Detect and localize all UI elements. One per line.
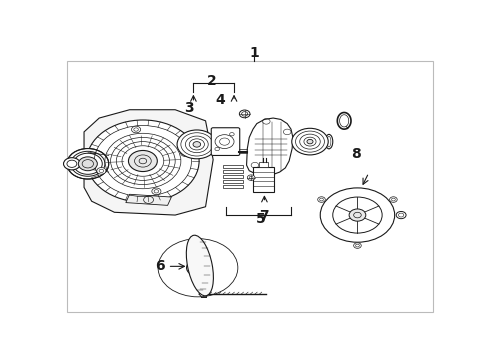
Circle shape bbox=[177, 130, 217, 159]
Circle shape bbox=[318, 197, 325, 202]
Text: 7: 7 bbox=[260, 210, 269, 224]
Circle shape bbox=[175, 251, 220, 284]
Text: 3: 3 bbox=[184, 102, 193, 115]
Circle shape bbox=[396, 211, 406, 219]
Polygon shape bbox=[246, 118, 293, 175]
Circle shape bbox=[128, 150, 157, 172]
Circle shape bbox=[166, 244, 230, 291]
Bar bbox=[223, 170, 243, 173]
Circle shape bbox=[292, 128, 328, 155]
Circle shape bbox=[87, 120, 199, 202]
Circle shape bbox=[170, 247, 226, 288]
Circle shape bbox=[307, 139, 313, 144]
Circle shape bbox=[349, 209, 366, 221]
Text: 8: 8 bbox=[351, 147, 361, 161]
Text: 1: 1 bbox=[249, 46, 259, 60]
Circle shape bbox=[181, 150, 190, 156]
Circle shape bbox=[64, 158, 80, 170]
Circle shape bbox=[97, 167, 106, 174]
Text: 2: 2 bbox=[206, 74, 216, 87]
Bar bbox=[223, 180, 243, 183]
Circle shape bbox=[390, 197, 397, 202]
Circle shape bbox=[168, 246, 228, 290]
Bar bbox=[253, 167, 274, 192]
Polygon shape bbox=[84, 110, 213, 215]
Circle shape bbox=[160, 240, 236, 296]
Circle shape bbox=[354, 243, 361, 248]
Circle shape bbox=[187, 260, 209, 276]
Ellipse shape bbox=[186, 235, 214, 296]
Text: 4: 4 bbox=[216, 93, 225, 107]
Bar bbox=[223, 175, 243, 178]
Circle shape bbox=[67, 149, 109, 179]
Bar bbox=[223, 165, 243, 168]
Circle shape bbox=[78, 157, 98, 171]
Circle shape bbox=[158, 239, 238, 297]
Circle shape bbox=[239, 110, 250, 118]
Text: 6: 6 bbox=[155, 259, 165, 273]
Text: 5: 5 bbox=[256, 212, 266, 226]
Circle shape bbox=[162, 242, 234, 294]
Circle shape bbox=[177, 252, 219, 283]
Circle shape bbox=[173, 250, 222, 286]
FancyBboxPatch shape bbox=[211, 128, 240, 156]
Circle shape bbox=[247, 175, 255, 180]
Circle shape bbox=[131, 126, 141, 133]
Circle shape bbox=[172, 248, 224, 287]
Circle shape bbox=[152, 188, 161, 195]
Bar bbox=[259, 162, 268, 167]
Polygon shape bbox=[126, 194, 172, 205]
Circle shape bbox=[71, 151, 105, 176]
Bar bbox=[223, 185, 243, 188]
Circle shape bbox=[193, 141, 200, 147]
Circle shape bbox=[74, 153, 102, 174]
Circle shape bbox=[164, 243, 232, 293]
Circle shape bbox=[320, 188, 394, 242]
